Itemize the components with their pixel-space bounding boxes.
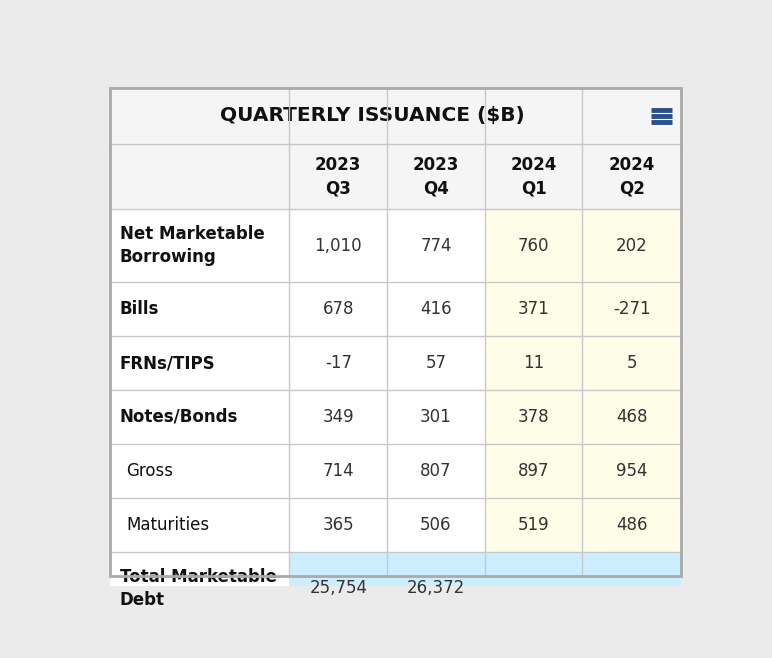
Text: 365: 365 [323,516,354,534]
Bar [110,390,290,444]
Text: 897: 897 [518,462,550,480]
Bar [387,336,485,390]
Bar [582,444,681,498]
Text: QUARTERLY ISSUANCE ($B): QUARTERLY ISSUANCE ($B) [220,107,525,126]
Bar [387,552,485,625]
Text: 714: 714 [323,462,354,480]
Bar [110,336,290,390]
Bar [387,390,485,444]
Bar [387,498,485,552]
Bar [582,336,681,390]
Text: Notes/Bonds: Notes/Bonds [120,408,238,426]
Text: FRNs/TIPS: FRNs/TIPS [120,354,215,372]
Bar [387,282,485,336]
Bar [485,336,582,390]
Bar [290,336,387,390]
Text: Bills: Bills [120,300,159,318]
Text: 760: 760 [518,237,550,255]
Text: 774: 774 [420,237,452,255]
Bar [485,552,582,625]
Text: 486: 486 [616,516,648,534]
Bar [110,282,290,336]
Bar [110,552,290,625]
Bar [485,282,582,336]
Bar [290,282,387,336]
Bar [110,498,290,552]
Text: 2023
Q3: 2023 Q3 [315,155,361,197]
Bar [485,209,582,282]
Bar [290,209,387,282]
Bar [582,552,681,625]
Text: 349: 349 [323,408,354,426]
Bar [110,209,290,282]
Bar [110,444,290,498]
Bar [290,444,387,498]
Text: 301: 301 [420,408,452,426]
Bar [387,444,485,498]
Text: 468: 468 [616,408,648,426]
Bar [485,498,582,552]
Text: 519: 519 [518,516,550,534]
Text: -271: -271 [613,300,651,318]
Bar [582,209,681,282]
Text: 678: 678 [323,300,354,318]
Text: 202: 202 [616,237,648,255]
Text: 11: 11 [523,354,544,372]
Text: -17: -17 [325,354,352,372]
Text: 371: 371 [518,300,550,318]
Text: 2024
Q2: 2024 Q2 [608,155,655,197]
Bar [110,143,681,209]
Text: Net Marketable
Borrowing: Net Marketable Borrowing [120,225,265,266]
Text: 2024
Q1: 2024 Q1 [510,155,557,197]
Text: Maturities: Maturities [126,516,209,534]
Bar [582,498,681,552]
Text: 26,372: 26,372 [407,579,465,597]
Bar [290,390,387,444]
Text: 2023
Q4: 2023 Q4 [413,155,459,197]
Text: 416: 416 [420,300,452,318]
Text: 506: 506 [420,516,452,534]
Text: 378: 378 [518,408,550,426]
Text: Gross: Gross [126,462,173,480]
Text: 807: 807 [420,462,452,480]
Text: 1,010: 1,010 [314,237,362,255]
Bar [290,552,387,625]
Bar [290,498,387,552]
Text: 57: 57 [425,354,446,372]
Bar [485,444,582,498]
Bar [110,88,681,143]
Bar [485,390,582,444]
Text: 954: 954 [616,462,648,480]
Bar [582,390,681,444]
Bar [387,209,485,282]
Text: 25,754: 25,754 [310,579,367,597]
Bar [582,282,681,336]
Text: Total Marketable
Debt: Total Marketable Debt [120,567,276,609]
Text: 5: 5 [626,354,637,372]
